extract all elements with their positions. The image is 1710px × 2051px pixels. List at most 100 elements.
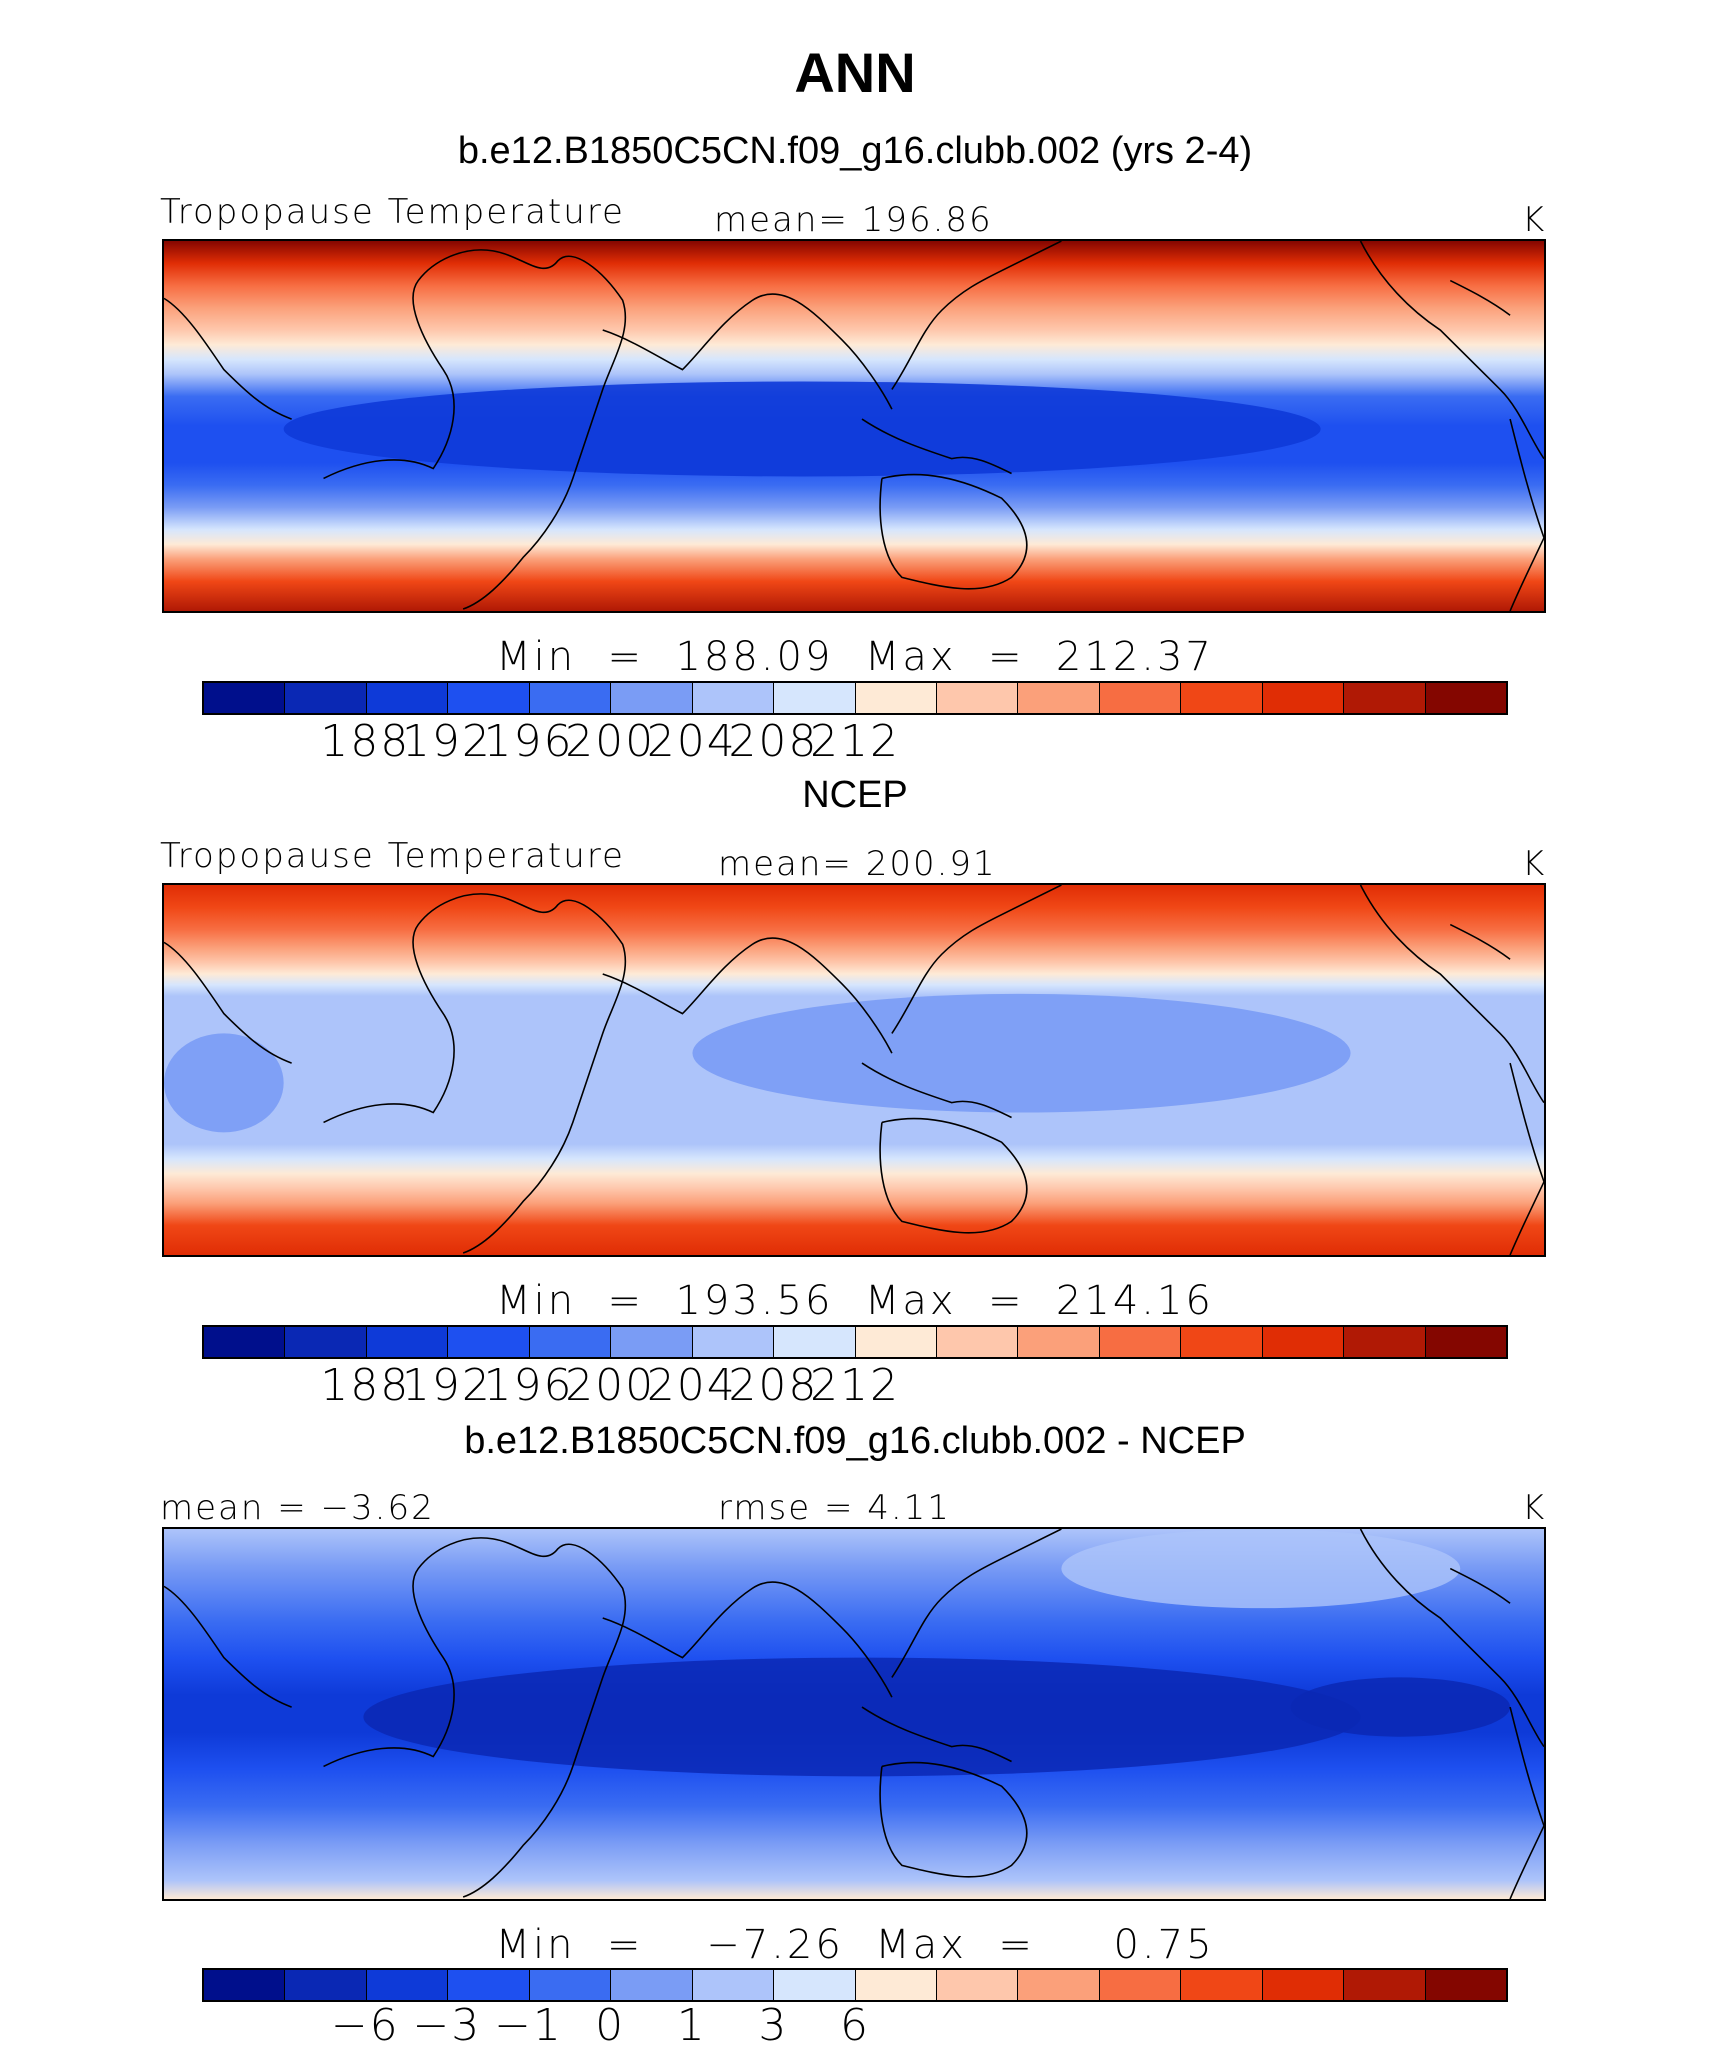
colorbar-swatch [936, 1970, 1019, 2000]
colorbar-tick-label: 188 [320, 1360, 411, 1411]
panel3-map [162, 1527, 1546, 1901]
colorbar-swatch [448, 683, 530, 713]
colorbar-swatch [1018, 1327, 1100, 1357]
colorbar-swatch [366, 683, 449, 713]
colorbar-swatch [1181, 1327, 1263, 1357]
panel3-colorbar-ticks: −6 −3 −1 0 1 3 6 [202, 2000, 1508, 2051]
colorbar-swatch [1181, 683, 1263, 713]
cold-core [164, 1033, 284, 1133]
panel3-rmse-label: rmse = 4.11 [718, 1488, 951, 1528]
colorbar-swatch [366, 1327, 449, 1357]
colorbar-swatch [855, 1970, 937, 2000]
colorbar-swatch [1262, 1970, 1345, 2000]
colorbar-tick-label: 192 [401, 716, 492, 767]
colorbar-swatch [204, 683, 286, 713]
colorbar-tick-label: −6 [330, 2000, 400, 2051]
map-canvas [164, 885, 1544, 1255]
panel1-variable-label: Tropopause Temperature [160, 192, 625, 232]
colorbar-swatch [1262, 683, 1345, 713]
colorbar-swatch [1425, 1327, 1506, 1357]
colorbar-swatch [285, 683, 367, 713]
colorbar-tick-label: 212 [810, 1360, 900, 1411]
colorbar-tick-label: 196 [483, 1360, 574, 1411]
panel1-map [162, 239, 1546, 613]
panel2-subtitle: NCEP [802, 774, 908, 816]
colorbar-swatch [529, 1327, 612, 1357]
cold-core [363, 1657, 1361, 1777]
colorbar-swatch [448, 1970, 530, 2000]
colorbar-tick-label: −3 [412, 2000, 482, 2051]
warm-patch [1061, 1529, 1461, 1609]
colorbar-swatch [204, 1327, 286, 1357]
cold-core [1290, 1677, 1511, 1737]
colorbar-tick-label: 200 [565, 1360, 656, 1411]
colorbar-tick-label: 6 [840, 2000, 870, 2051]
colorbar-swatch [774, 1327, 856, 1357]
panel2-mean-label: mean= 200.91 [718, 844, 997, 884]
panel3-unit-label: K [1522, 1488, 1547, 1528]
colorbar-swatch [1099, 1970, 1182, 2000]
colorbar-swatch [204, 1970, 286, 2000]
panel2-variable-label: Tropopause Temperature [160, 836, 625, 876]
cold-core [692, 993, 1351, 1113]
coastlines [164, 241, 1544, 611]
colorbar-swatch [529, 683, 612, 713]
colorbar-swatch [285, 1970, 367, 2000]
panel1-subtitle: b.e12.B1850C5CN.f09_g16.clubb.002 (yrs 2… [457, 130, 1253, 172]
colorbar-swatch [1018, 683, 1100, 713]
colorbar-swatch [1425, 1970, 1506, 2000]
colorbar-swatch [1344, 1970, 1426, 2000]
colorbar-swatch [855, 683, 937, 713]
panel3-colorbar [202, 1968, 1508, 2002]
colorbar-tick-label: 212 [810, 716, 900, 767]
colorbar-tick-label: 204 [646, 1360, 737, 1411]
colorbar-swatch [692, 683, 775, 713]
colorbar-tick-label: 200 [565, 716, 656, 767]
panel2-colorbar [202, 1325, 1508, 1359]
panel3-subtitle: b.e12.B1850C5CN.f09_g16.clubb.002 - NCEP [464, 1420, 1246, 1462]
colorbar-swatch [1262, 1327, 1345, 1357]
colorbar-swatch [529, 1970, 612, 2000]
panel2-minmax: Min = 193.56 Max = 214.16 [496, 1278, 1214, 1324]
colorbar-swatch [611, 1327, 693, 1357]
colorbar-swatch [692, 1327, 775, 1357]
panel1-colorbar-ticks: 188 192 196 200 204 208 212 [202, 716, 1508, 767]
colorbar-tick-label: −1 [494, 2000, 563, 2051]
colorbar-swatch [1181, 1970, 1263, 2000]
panel2-colorbar-ticks: 188 192 196 200 204 208 212 [202, 1360, 1508, 1411]
map-canvas [164, 241, 1544, 611]
panel1-colorbar [202, 681, 1508, 715]
colorbar-swatch [1099, 1327, 1182, 1357]
coastlines [164, 1529, 1544, 1899]
colorbar-swatch [1425, 683, 1506, 713]
coastlines [164, 885, 1544, 1255]
figure-title: ANN [794, 41, 916, 104]
panel3-mean-label: mean = −3.62 [160, 1488, 435, 1528]
colorbar-swatch [1099, 683, 1182, 713]
colorbar-tick-label: 204 [646, 716, 737, 767]
colorbar-swatch [366, 1970, 449, 2000]
colorbar-tick-label: 196 [483, 716, 574, 767]
colorbar-swatch [1344, 683, 1426, 713]
colorbar-tick-label: 0 [595, 2000, 626, 2051]
map-canvas [164, 1529, 1544, 1899]
panel1-unit-label: K [1522, 200, 1547, 240]
colorbar-tick-label: 3 [758, 2000, 789, 2051]
colorbar-tick-label: 192 [401, 1360, 492, 1411]
colorbar-swatch [611, 683, 693, 713]
colorbar-tick-label: 208 [728, 1360, 819, 1411]
colorbar-swatch [285, 1327, 367, 1357]
colorbar-swatch [774, 1970, 856, 2000]
colorbar-swatch [936, 1327, 1019, 1357]
colorbar-swatch [936, 683, 1019, 713]
colorbar-swatch [611, 1970, 693, 2000]
panel1-mean-label: mean= 196.86 [714, 200, 993, 240]
panel2-unit-label: K [1522, 844, 1547, 884]
colorbar-tick-label: 188 [320, 716, 411, 767]
colorbar-swatch [855, 1327, 937, 1357]
colorbar-tick-label: 1 [676, 2000, 707, 2051]
panel2-map [162, 883, 1546, 1257]
colorbar-swatch [1344, 1327, 1426, 1357]
colorbar-tick-label: 208 [728, 716, 819, 767]
colorbar-swatch [1018, 1970, 1100, 2000]
